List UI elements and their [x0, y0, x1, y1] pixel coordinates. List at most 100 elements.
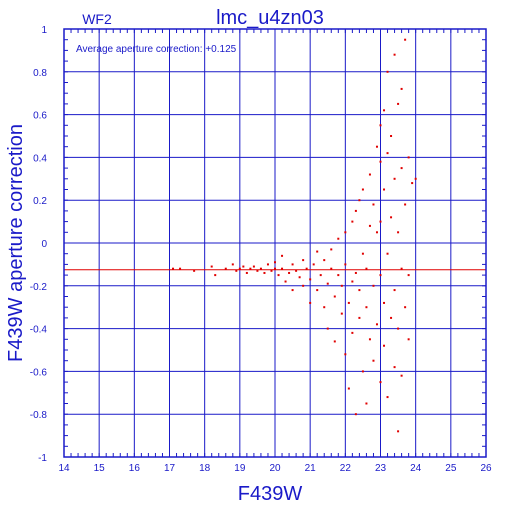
data-point-3	[210, 265, 213, 268]
x-tick-label-1: 15	[94, 463, 106, 474]
data-point-107	[404, 306, 407, 309]
data-point-57	[351, 331, 354, 334]
data-point-6	[231, 263, 234, 266]
data-point-15	[263, 271, 266, 274]
y-tick-label-2: -0.6	[30, 367, 48, 378]
x-tick-label-3: 17	[164, 463, 176, 474]
data-point-92	[390, 316, 393, 319]
data-point-43	[330, 248, 333, 251]
data-point-46	[337, 274, 340, 277]
data-point-68	[365, 267, 368, 270]
data-point-93	[390, 216, 393, 219]
y-tick-label-1: -0.8	[30, 410, 48, 421]
data-point-37	[319, 274, 322, 277]
data-point-23	[284, 280, 287, 283]
data-point-53	[347, 301, 350, 304]
data-point-63	[358, 199, 361, 202]
data-point-22	[281, 254, 284, 257]
data-point-96	[393, 366, 396, 369]
y-axis-label: F439W aperture correction	[5, 124, 27, 362]
x-tick-label-0: 14	[58, 463, 70, 474]
data-points	[172, 38, 417, 433]
y-tick-label-0: -1	[38, 453, 47, 464]
data-point-71	[368, 338, 371, 341]
data-point-81	[379, 160, 382, 163]
data-point-61	[358, 316, 361, 319]
data-point-17	[270, 269, 273, 272]
data-point-13	[256, 269, 259, 272]
data-point-29	[302, 259, 305, 262]
y-tick-label-9: 0.8	[33, 68, 47, 79]
x-tick-label-11: 25	[445, 463, 457, 474]
data-point-28	[298, 276, 301, 279]
x-tick-label-2: 16	[129, 463, 141, 474]
data-point-62	[358, 289, 361, 292]
data-point-20	[277, 274, 280, 277]
chart-title: lmc_u4zn03	[216, 7, 324, 29]
annotation-text: Average aperture correction: +0.125	[76, 44, 237, 55]
data-point-33	[309, 301, 312, 304]
data-point-31	[305, 267, 308, 270]
data-point-44	[333, 295, 336, 298]
x-tick-label-6: 20	[269, 463, 281, 474]
data-point-39	[323, 259, 326, 262]
data-point-113	[411, 182, 414, 185]
x-axis-label: F439W	[238, 483, 303, 505]
data-point-41	[326, 327, 329, 330]
data-point-58	[354, 271, 357, 274]
data-point-60	[354, 209, 357, 212]
plot-frame	[63, 28, 487, 458]
data-point-56	[351, 220, 354, 223]
data-point-79	[379, 274, 382, 277]
data-point-64	[361, 252, 364, 255]
y-tick-label-5: 0	[41, 239, 47, 250]
data-point-11	[249, 267, 252, 270]
data-point-74	[372, 359, 375, 362]
data-point-112	[407, 274, 410, 277]
data-point-85	[383, 344, 386, 347]
data-point-12	[252, 265, 255, 268]
data-point-114	[414, 177, 417, 180]
panel-label: WF2	[82, 11, 112, 27]
data-point-97	[393, 177, 396, 180]
data-point-67	[365, 306, 368, 309]
data-point-95	[393, 289, 396, 292]
data-point-18	[274, 267, 276, 270]
data-point-54	[347, 387, 350, 390]
y-tick-labels: -1 -0.8 -0.6 -0.4 -0.2 0 0.2 0.4 0.6 0.8 1	[30, 25, 48, 464]
data-point-34	[312, 263, 315, 266]
y-tick-label-8: 0.6	[33, 111, 47, 122]
x-tick-label-10: 24	[410, 463, 422, 474]
data-point-32	[309, 278, 312, 281]
data-point-90	[386, 152, 389, 155]
x-tick-label-7: 21	[305, 463, 317, 474]
y-tick-label-7: 0.4	[33, 153, 47, 164]
data-point-16	[266, 263, 269, 266]
x-tick-label-4: 18	[199, 463, 211, 474]
data-point-87	[383, 109, 386, 112]
x-tick-label-9: 23	[375, 463, 387, 474]
data-point-108	[404, 203, 407, 206]
data-point-83	[379, 220, 382, 223]
data-point-59	[354, 413, 357, 416]
data-point-35	[316, 289, 319, 292]
data-point-25	[291, 263, 294, 266]
data-point-51	[344, 353, 347, 356]
data-point-65	[361, 370, 364, 373]
y-tick-label-6: 0.2	[33, 196, 47, 207]
data-point-66	[361, 188, 364, 191]
data-point-103	[400, 267, 403, 270]
data-point-7	[235, 269, 238, 272]
y-tick-label-4: -0.2	[30, 282, 48, 293]
data-point-21	[281, 267, 284, 270]
data-point-73	[372, 284, 375, 287]
data-point-45	[333, 340, 336, 343]
data-point-10	[245, 271, 248, 274]
x-tick-label-8: 22	[340, 463, 352, 474]
data-point-1	[179, 267, 182, 270]
data-point-76	[375, 323, 378, 326]
data-point-84	[383, 301, 386, 304]
data-point-5	[224, 267, 227, 270]
data-point-52	[344, 231, 347, 234]
data-point-72	[368, 173, 371, 176]
